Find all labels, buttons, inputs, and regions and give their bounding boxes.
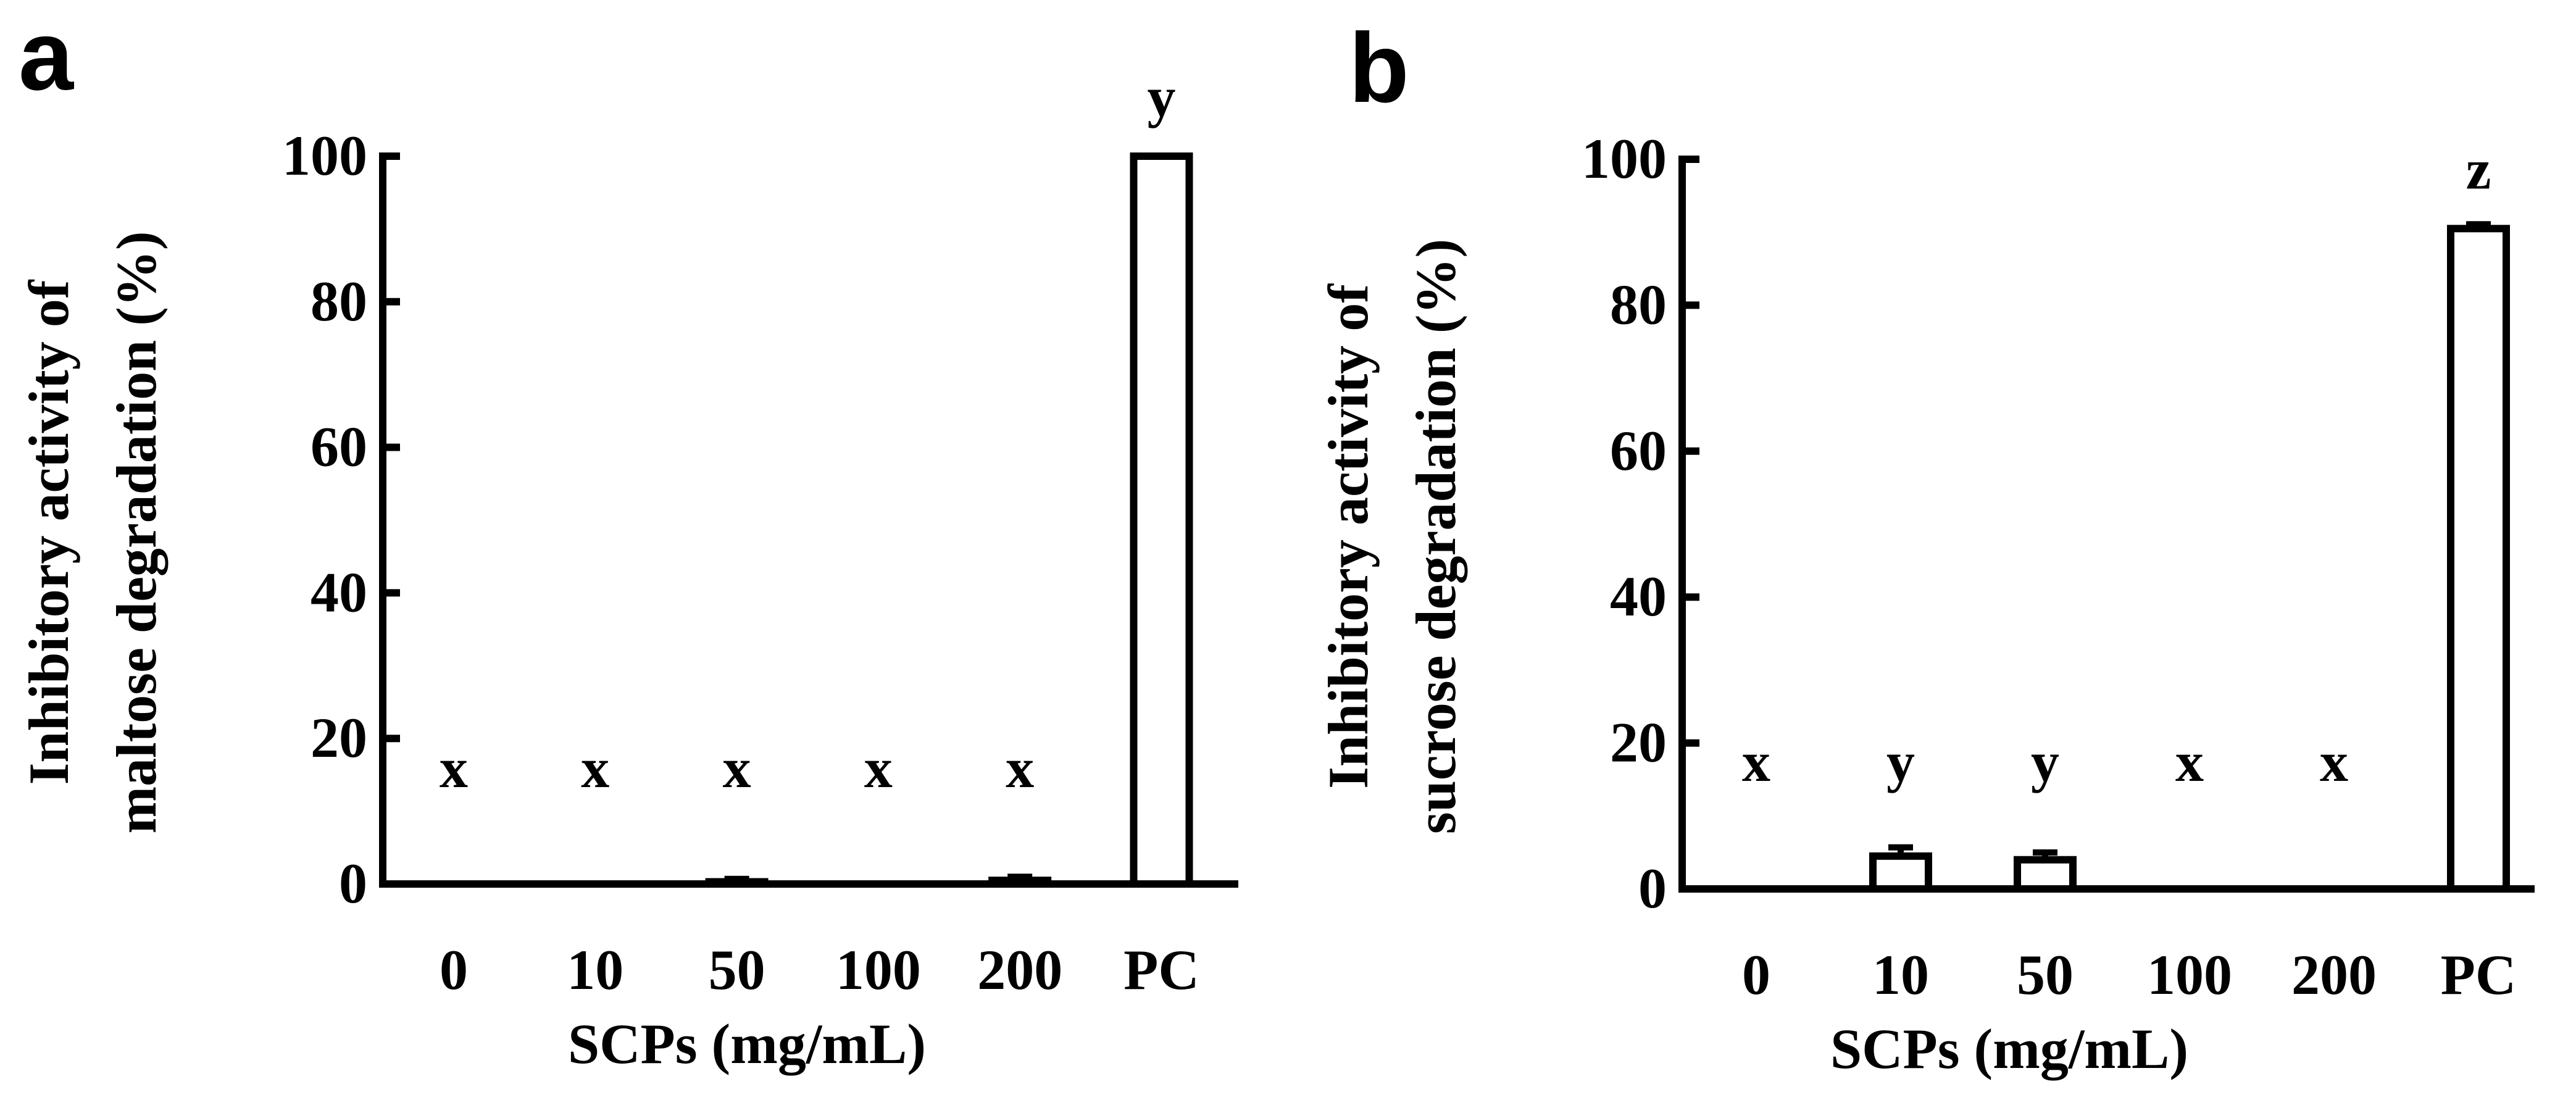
x-tick-label: 0 — [440, 938, 468, 1001]
y-axis-title-line-1: Inhibitory activity of — [17, 279, 80, 785]
panel-b: b 0 20 40 60 80 100 0 x 10 y 50 y 100 x 200 x PC z SCPs (mg… — [1317, 12, 2535, 1080]
y-tick-label: 80 — [311, 270, 367, 333]
y-axis-title-line-2: sucrose degradation (%) — [1404, 239, 1467, 834]
significance-letter: x — [1006, 736, 1034, 799]
x-tick-label: 50 — [2017, 943, 2074, 1006]
bar-50 — [2014, 856, 2077, 893]
x-tick-label: 200 — [2291, 943, 2377, 1006]
y-tick-label: 20 — [311, 706, 367, 769]
significance-letter: y — [1886, 730, 1915, 793]
x-tick-label: 0 — [1742, 943, 1770, 1006]
x-tick-label: PC — [2441, 943, 2517, 1006]
significance-letter: x — [581, 736, 609, 799]
x-tick-label: 200 — [977, 938, 1062, 1001]
y-tick-label: 0 — [1638, 857, 1667, 920]
panel-a: a 0 20 40 60 80 100 0 x 10 x 50 x 100 x 200 x PC y SCPs (mg… — [17, 0, 1238, 1075]
bar-200 — [988, 877, 1052, 888]
x-tick-label: 100 — [836, 938, 921, 1001]
x-tick-label: 10 — [567, 938, 623, 1001]
significance-letter: x — [864, 736, 893, 799]
y-tick-label: 80 — [1610, 273, 1667, 336]
y-tick-label: 60 — [1610, 419, 1667, 482]
x-tick-label: 100 — [2147, 943, 2232, 1006]
x-axis-title: SCPs (mg/mL) — [1830, 1017, 2188, 1080]
x-tick-label: PC — [1123, 938, 1199, 1001]
y-tick-label: 100 — [282, 124, 367, 187]
x-tick-label: 10 — [1872, 943, 1929, 1006]
significance-letter: x — [1742, 730, 1770, 793]
bar-10 — [1869, 852, 1932, 893]
y-tick-label: 40 — [1610, 565, 1667, 628]
bar-50 — [705, 878, 769, 888]
y-axis-title-line-1: Inhibitory activity of — [1317, 283, 1380, 789]
y-tick-label: 40 — [311, 561, 367, 623]
significance-letter: z — [2466, 138, 2491, 201]
significance-letter: x — [440, 736, 468, 799]
y-axis-title-line-2: maltose degradation (%) — [105, 231, 168, 833]
x-axis-title: SCPs (mg/mL) — [568, 1012, 926, 1075]
y-tick-label: 100 — [1582, 127, 1667, 190]
bar-pc — [2447, 225, 2510, 893]
significance-letter: x — [2320, 730, 2348, 793]
significance-letter: x — [2175, 730, 2204, 793]
panel-label: a — [19, 0, 74, 111]
y-tick-label: 0 — [339, 852, 367, 915]
significance-letter: y — [2031, 730, 2059, 793]
x-tick-label: 50 — [709, 938, 765, 1001]
panel-label: b — [1349, 12, 1409, 123]
bar-pc — [1130, 152, 1193, 888]
significance-letter: y — [1148, 65, 1176, 128]
significance-letter: x — [723, 736, 751, 799]
y-tick-label: 20 — [1610, 711, 1667, 774]
y-tick-label: 60 — [311, 415, 367, 478]
